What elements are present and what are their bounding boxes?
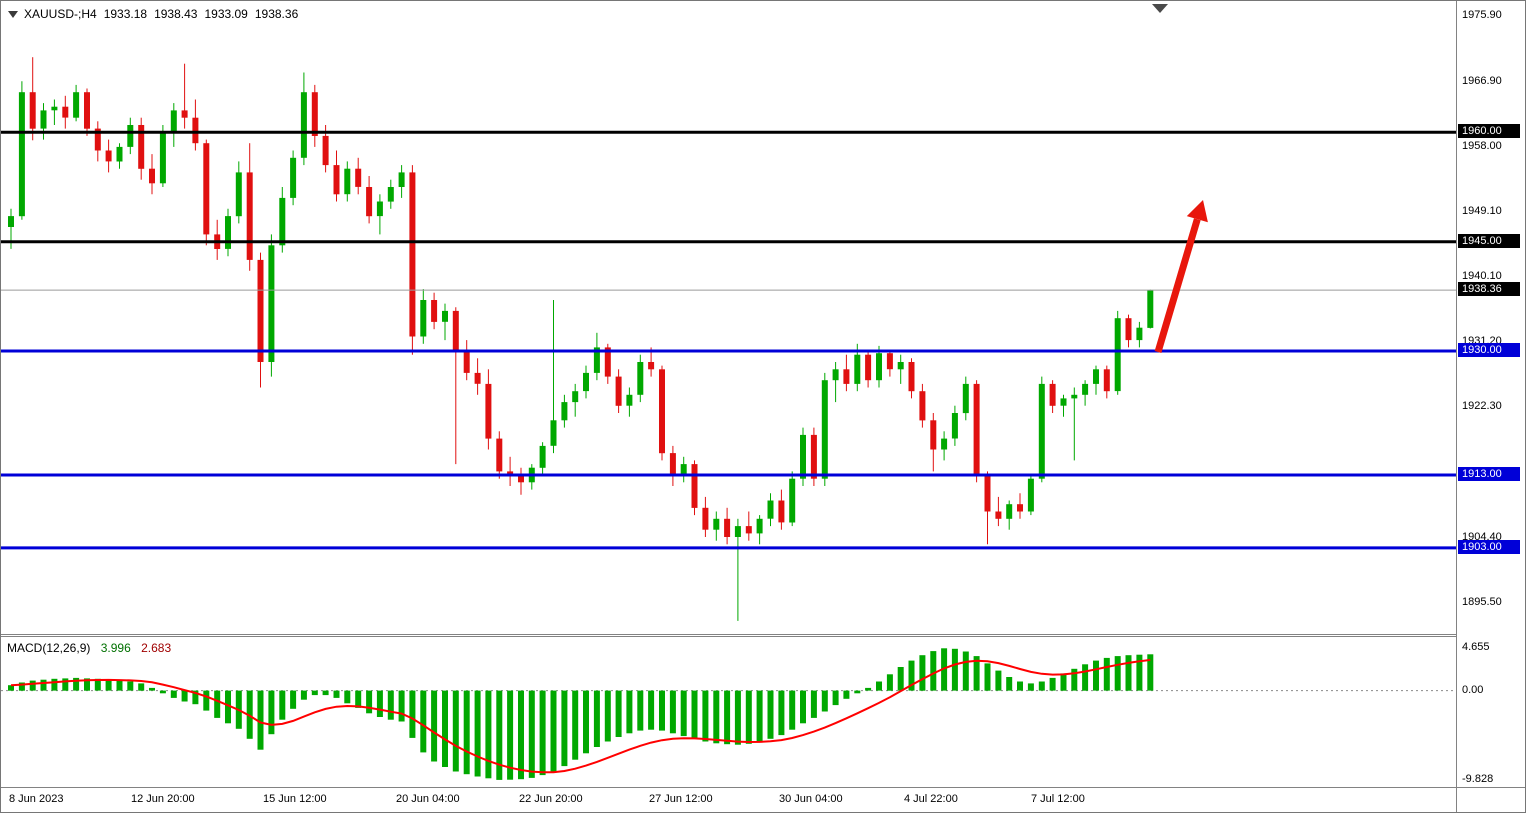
price-tick-label: 1922.30: [1462, 400, 1502, 412]
macd-tick-label: 0.00: [1462, 684, 1484, 696]
price-axis[interactable]: 1975.90 1966.90 1958.00 1949.10 1940.10 1931.…: [1456, 1, 1525, 812]
time-axis-separator: [1, 787, 1525, 788]
time-axis[interactable]: 8 Jun 2023 12 Jun 20:00 15 Jun 12:00 20 Jun…: [1, 788, 1456, 812]
symbol-ohlc-label: XAUUSD-;H4 1933.18 1938.43 1933.09 1938.…: [8, 7, 298, 21]
macd-tick-label: -9.828: [1462, 773, 1494, 785]
price-badge-1903.00: 1903.00: [1458, 540, 1520, 554]
price-badge-1938.36: 1938.36: [1458, 282, 1520, 296]
price-badge-1945.00: 1945.00: [1458, 234, 1520, 248]
time-axis-label: 7 Jul 12:00: [1031, 793, 1085, 805]
time-axis-label: 15 Jun 12:00: [263, 793, 327, 805]
price-tick-label: 1949.10: [1462, 205, 1502, 217]
price-tick-label: 1966.90: [1462, 75, 1502, 87]
time-axis-label: 4 Jul 22:00: [904, 793, 958, 805]
macd-main-value: 3.996: [100, 641, 131, 655]
price-tick-label: 1958.00: [1462, 140, 1502, 152]
panel-divider[interactable]: [1, 634, 1456, 637]
macd-canvas[interactable]: [1, 637, 1456, 787]
price-badge-1913.00: 1913.00: [1458, 467, 1520, 481]
macd-tick-label: 4.655: [1462, 641, 1490, 653]
symbol-period-label: XAUUSD-;H4: [24, 7, 97, 21]
trend-arrow-annotation: [1154, 200, 1208, 353]
price-tick-label: 1940.10: [1462, 270, 1502, 282]
price-chart-panel: XAUUSD-;H4 1933.18 1938.43 1933.09 1938.…: [1, 1, 1456, 634]
time-axis-label: 20 Jun 04:00: [396, 793, 460, 805]
macd-signal-line: [10, 658, 1151, 774]
time-axis-label: 8 Jun 2023: [9, 793, 64, 805]
time-axis-label: 12 Jun 20:00: [131, 793, 195, 805]
ohlc-low: 1933.09: [204, 7, 248, 21]
ohlc-high: 1938.43: [154, 7, 198, 21]
macd-name: MACD(12,26,9): [7, 641, 91, 655]
price-tick-label: 1975.90: [1462, 9, 1502, 21]
macd-histogram: [8, 648, 1154, 780]
time-axis-label: 22 Jun 20:00: [519, 793, 583, 805]
price-badge-1930.00: 1930.00: [1458, 343, 1520, 357]
chart-shift-marker-icon[interactable]: [1152, 4, 1168, 13]
macd-indicator-label: MACD(12,26,9) 3.996 2.683: [7, 641, 171, 655]
time-axis-label: 30 Jun 04:00: [779, 793, 843, 805]
macd-panel: MACD(12,26,9) 3.996 2.683: [1, 637, 1456, 787]
price-badge-1960.00: 1960.00: [1458, 124, 1520, 138]
price-tick-label: 1895.50: [1462, 596, 1502, 608]
ohlc-close: 1938.36: [254, 7, 299, 21]
chart-window-icon: [8, 10, 18, 18]
main-chart-canvas[interactable]: [1, 1, 1456, 634]
time-axis-label: 27 Jun 12:00: [649, 793, 713, 805]
ohlc-open: 1933.18: [103, 7, 148, 21]
candlestick-series: [8, 57, 1154, 621]
macd-signal-value: 2.683: [141, 641, 172, 655]
